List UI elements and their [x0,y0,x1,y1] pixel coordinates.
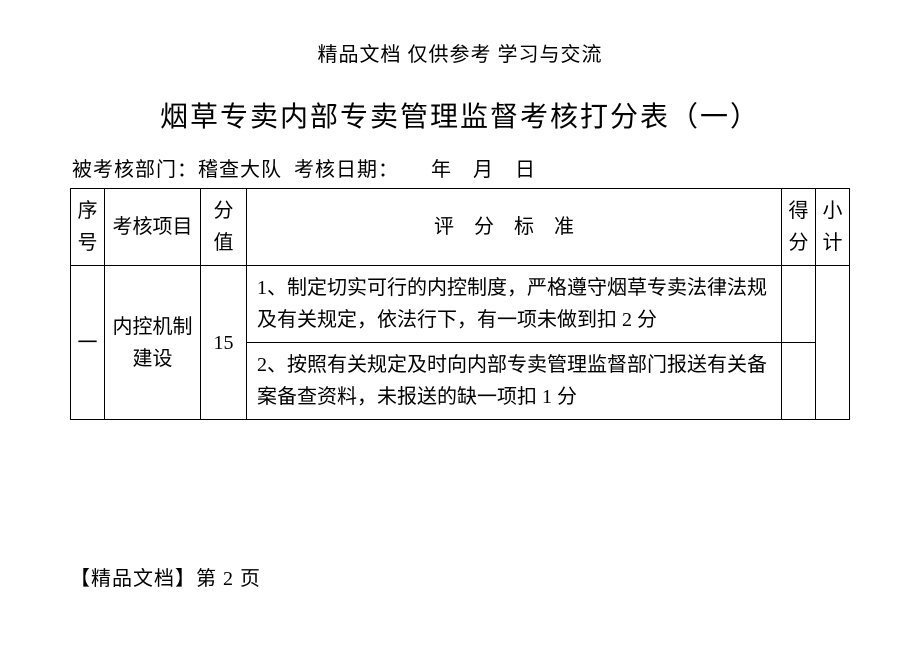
dept-label: 被考核部门： [72,159,198,181]
cell-criteria-2: 2、按照有关规定及时向内部专卖管理监督部门报送有关备案备查资料，未报送的缺一项扣… [247,343,782,420]
cell-seq: 一 [71,266,105,420]
cell-score: 15 [201,266,247,420]
col-header-criteria: 评分标准 [247,189,782,266]
header-note: 精品文档 仅供参考 学习与交流 [70,38,850,67]
cell-got-2 [782,343,816,420]
cell-subtotal [816,266,850,420]
col-header-score: 分值 [201,189,247,266]
col-header-seq: 序号 [71,189,105,266]
footer-page-label: 【精品文档】第 2 页 [70,562,261,591]
score-table: 序号 考核项目 分值 评分标准 得分 小计 一 内控机制建设 15 1、制定切实… [70,188,850,420]
col-header-item: 考核项目 [105,189,201,266]
date-label: 考核日期： [294,159,389,181]
table-row: 一 内控机制建设 15 1、制定切实可行的内控制度，严格遵守烟草专卖法律法规及有… [71,266,850,343]
meta-line: 被考核部门：稽查大队 考核日期： 年 月 日 [70,153,850,182]
cell-item: 内控机制建设 [105,266,201,420]
page-title: 烟草专卖内部专卖管理监督考核打分表（一） [70,95,850,135]
col-header-got: 得分 [782,189,816,266]
dept-value: 稽查大队 [198,159,282,181]
cell-got-1 [782,266,816,343]
date-value: 年 月 日 [389,159,536,181]
cell-criteria-1: 1、制定切实可行的内控制度，严格遵守烟草专卖法律法规及有关规定，依法行下，有一项… [247,266,782,343]
table-header-row: 序号 考核项目 分值 评分标准 得分 小计 [71,189,850,266]
col-header-subtotal: 小计 [816,189,850,266]
